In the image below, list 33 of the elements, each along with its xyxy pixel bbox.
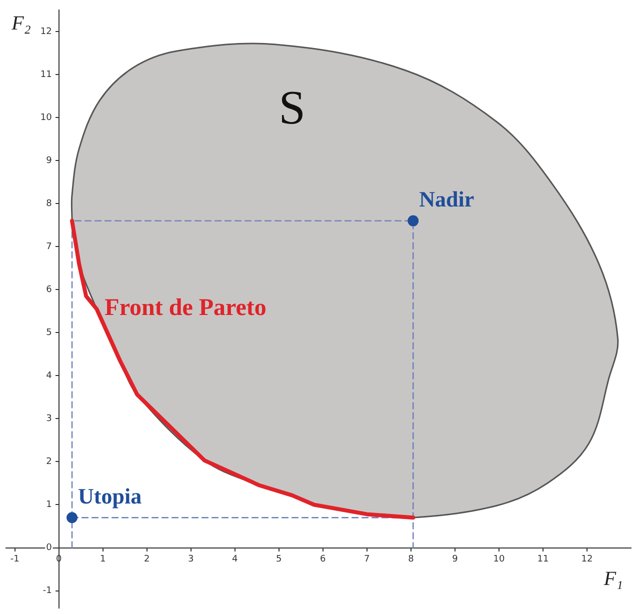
x-tick-label: 8 <box>408 554 414 565</box>
x-tick-label: 12 <box>581 554 593 565</box>
y-tick-label: 5 <box>46 328 52 338</box>
x-tick-label: 1 <box>100 554 106 565</box>
y-tick-label: 8 <box>46 198 52 209</box>
x-tick-label: 11 <box>537 554 549 565</box>
y-tick-label: 3 <box>46 414 52 424</box>
x-tick-label: 9 <box>452 554 458 565</box>
x-tick-label: 5 <box>276 554 282 565</box>
x-tick-label: 2 <box>144 554 150 565</box>
y-axis-title: F₂ <box>10 12 31 34</box>
x-axis-title: F₁ <box>602 568 623 590</box>
y-tick-label: 7 <box>46 242 52 252</box>
y-tick-label: 12 <box>40 26 52 37</box>
series-label: Utopia <box>78 483 142 508</box>
y-tick-label: 2 <box>46 457 52 468</box>
y-tick-label: 11 <box>40 70 52 80</box>
series-label: S <box>278 81 306 134</box>
y-tick-label: 1 <box>46 500 52 510</box>
x-tick-label: 7 <box>364 554 370 565</box>
x-tick-label: 6 <box>320 554 326 565</box>
x-tick-label: -1 <box>10 554 20 565</box>
y-tick-label: 10 <box>40 112 52 123</box>
x-tick-label: 3 <box>188 554 194 565</box>
series-label: Front de Pareto <box>104 295 266 322</box>
series-label: Nadir <box>419 186 474 212</box>
x-tick-label: 10 <box>493 554 505 565</box>
x-tick-label: 4 <box>232 554 238 565</box>
y-tick-label: 9 <box>46 156 52 166</box>
y-tick-label: 0 <box>46 543 52 554</box>
y-tick-label: -1 <box>42 586 52 596</box>
y-tick-label: 4 <box>46 371 52 382</box>
y-tick-label: 6 <box>46 284 52 295</box>
